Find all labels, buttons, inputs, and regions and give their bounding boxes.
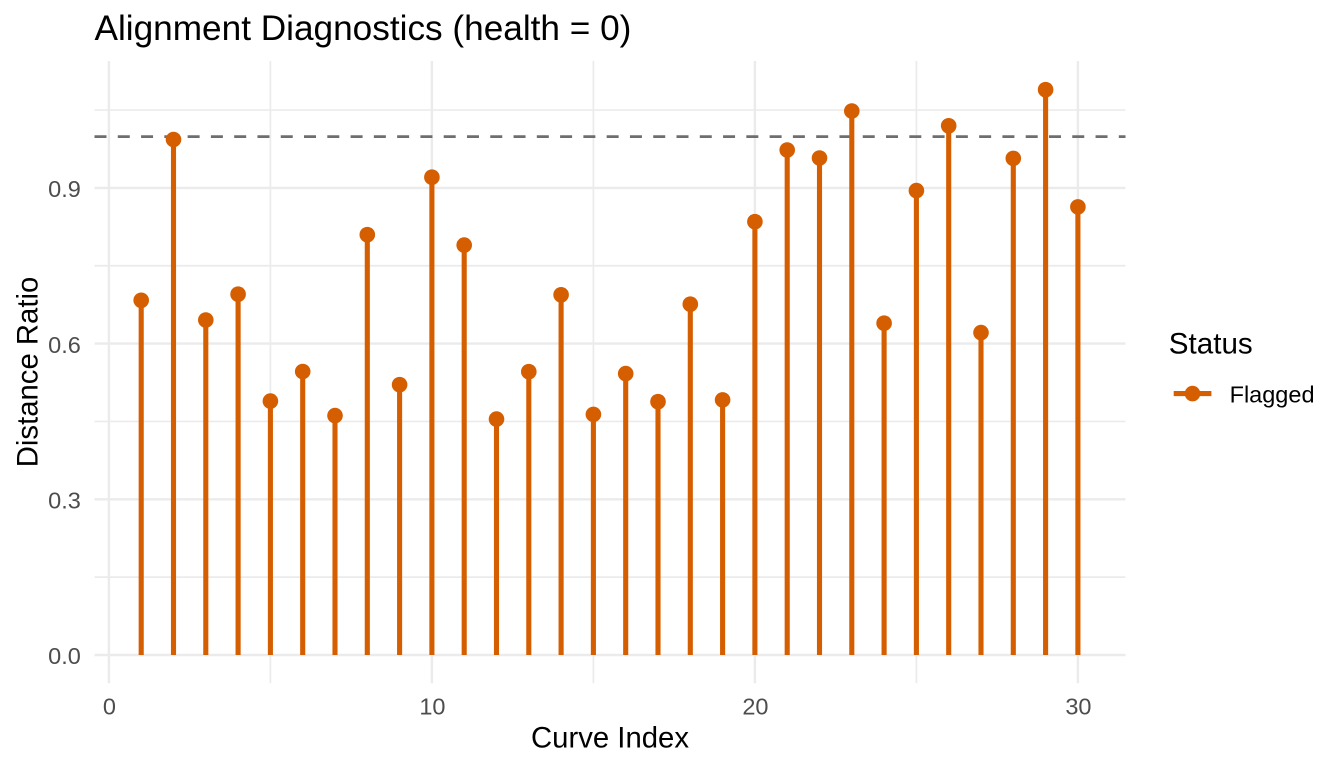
svg-text:Distance Ratio: Distance Ratio (12, 277, 45, 468)
svg-text:30: 30 (1065, 694, 1091, 720)
svg-text:20: 20 (742, 694, 768, 720)
svg-text:0.6: 0.6 (48, 332, 81, 358)
svg-text:10: 10 (419, 694, 445, 720)
svg-text:0.0: 0.0 (48, 643, 81, 669)
svg-text:0.3: 0.3 (48, 488, 81, 514)
svg-text:0: 0 (103, 694, 116, 720)
svg-text:Alignment Diagnostics (health: Alignment Diagnostics (health = 0) (95, 9, 632, 48)
svg-text:0.9: 0.9 (48, 176, 81, 202)
svg-text:Status: Status (1169, 327, 1253, 360)
svg-text:Flagged: Flagged (1230, 382, 1315, 408)
svg-text:Curve Index: Curve Index (531, 722, 689, 755)
